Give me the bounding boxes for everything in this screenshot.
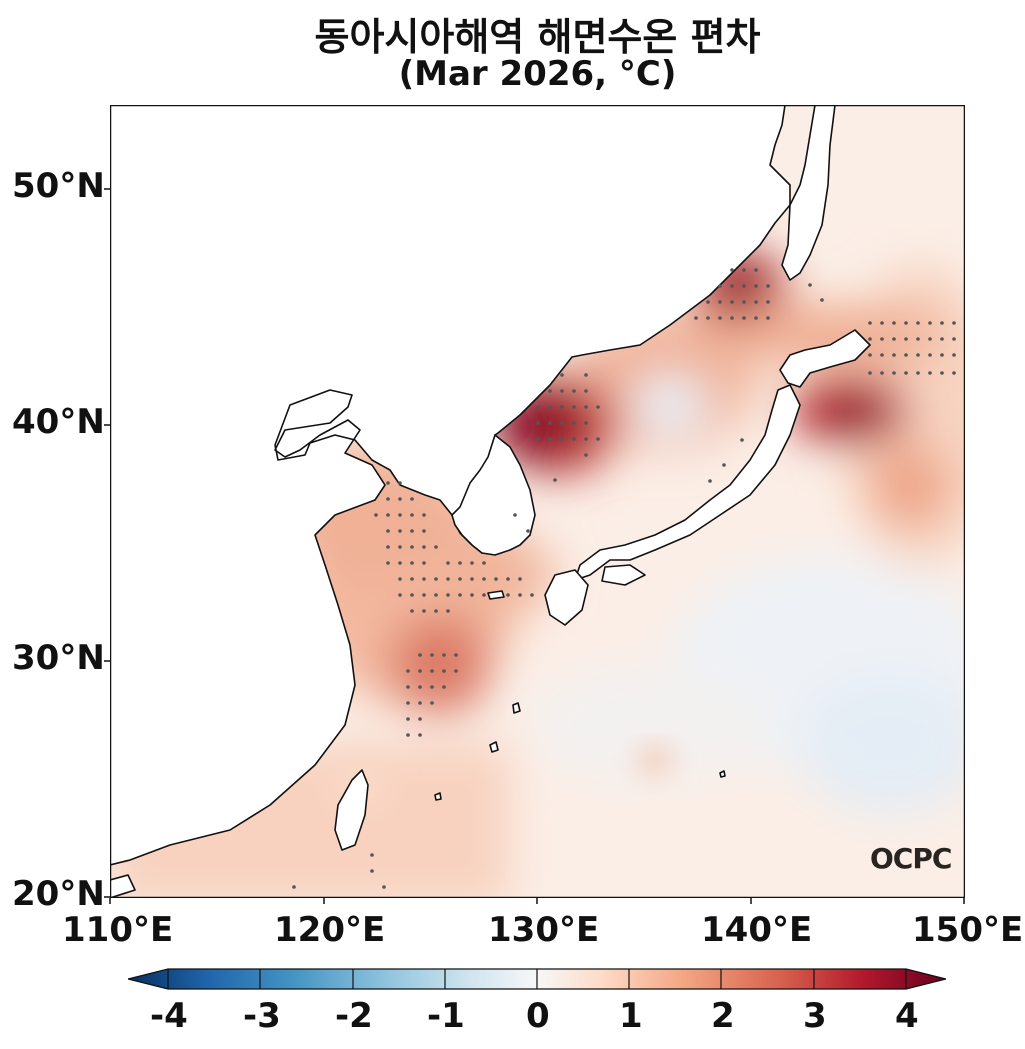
map-subtitle: (Mar 2026, °C) bbox=[398, 54, 677, 94]
lon-label-140: 140°E bbox=[701, 910, 813, 950]
lat-label-40: 40°N bbox=[12, 402, 105, 442]
lat-label-30: 30°N bbox=[12, 638, 105, 678]
colorbar-tick-4: 4 bbox=[895, 996, 919, 1036]
colorbar bbox=[128, 968, 946, 990]
colorbar-tick-3: 3 bbox=[803, 996, 827, 1036]
colorbar-tick--4: -4 bbox=[150, 996, 188, 1036]
lat-label-20: 20°N bbox=[12, 874, 105, 914]
sst-anomaly-map bbox=[109, 104, 966, 899]
lon-label-120: 120°E bbox=[274, 910, 386, 950]
colorbar-tick--1: -1 bbox=[427, 996, 465, 1036]
colorbar-tick-2: 2 bbox=[711, 996, 735, 1036]
lon-label-110: 110°E bbox=[62, 910, 174, 950]
lat-label-50: 50°N bbox=[12, 166, 105, 206]
colorbar-tick--3: -3 bbox=[243, 996, 281, 1036]
ocpc-logo: OCPC bbox=[870, 842, 952, 875]
significance-dots bbox=[292, 268, 956, 889]
colorbar-tick-0: 0 bbox=[526, 996, 550, 1036]
coastline bbox=[110, 105, 871, 898]
colorbar-tick-1: 1 bbox=[619, 996, 643, 1036]
map-title: 동아시아해역 해면수온 편차 bbox=[314, 15, 761, 59]
colorbar-tick--2: -2 bbox=[335, 996, 373, 1036]
lon-label-150: 150°E bbox=[912, 910, 1024, 950]
lon-label-130: 130°E bbox=[488, 910, 600, 950]
